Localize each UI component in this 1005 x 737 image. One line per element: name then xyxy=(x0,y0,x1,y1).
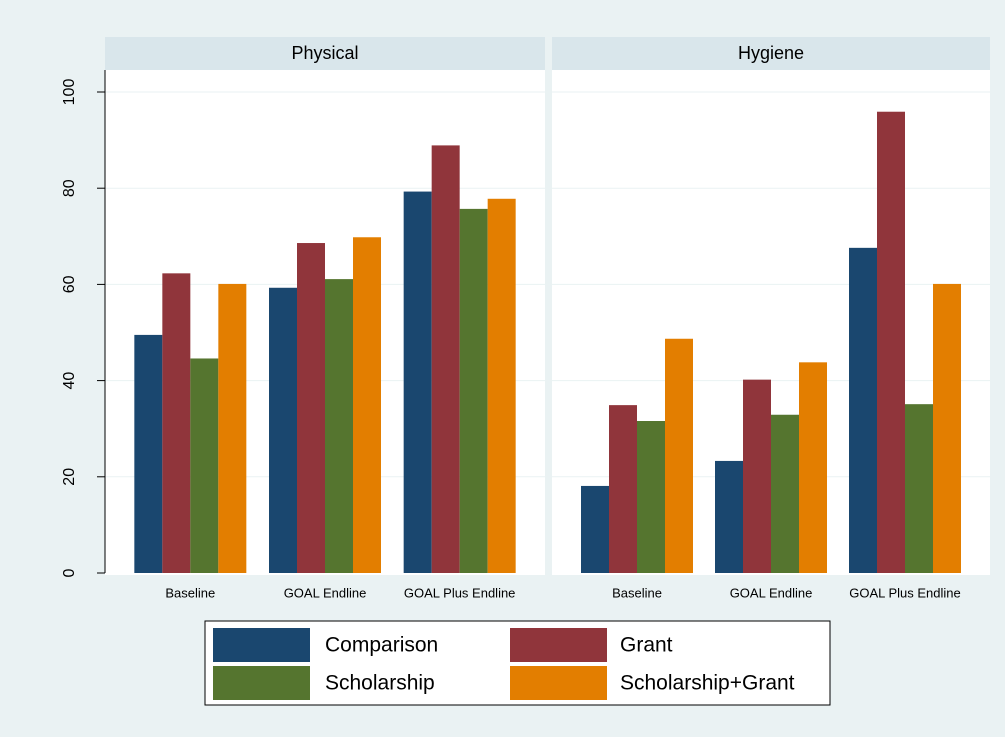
panel-header xyxy=(105,37,545,70)
panel-title: Hygiene xyxy=(738,43,804,63)
bar xyxy=(637,421,665,573)
bar xyxy=(715,460,743,573)
bar xyxy=(162,273,191,573)
bar xyxy=(665,338,693,573)
panel-title: Physical xyxy=(291,43,358,63)
bar xyxy=(877,111,905,573)
y-tick-label: 40 xyxy=(61,372,78,390)
y-tick-label: 60 xyxy=(61,275,78,293)
legend-swatch xyxy=(510,628,607,662)
bar xyxy=(218,283,247,573)
y-tick-label: 100 xyxy=(61,79,78,106)
y-tick-label: 20 xyxy=(61,468,78,486)
x-tick-label: GOAL Endline xyxy=(284,585,367,600)
bar xyxy=(609,405,637,573)
bar xyxy=(190,358,219,573)
bar xyxy=(849,247,877,573)
y-tick-label: 0 xyxy=(61,568,78,577)
legend-swatch xyxy=(510,666,607,700)
bar xyxy=(771,414,799,573)
legend-label: Comparison xyxy=(325,634,438,657)
x-tick-label: GOAL Plus Endline xyxy=(404,585,516,600)
bar xyxy=(905,404,933,573)
x-tick-label: GOAL Endline xyxy=(730,585,813,600)
bar xyxy=(459,208,488,573)
bar xyxy=(403,191,432,573)
legend-label: Scholarship+Grant xyxy=(620,672,795,695)
legend-swatch xyxy=(213,666,310,700)
legend-swatch xyxy=(213,628,310,662)
bar xyxy=(743,379,771,573)
bar xyxy=(297,243,325,573)
bar xyxy=(269,287,297,573)
legend-label: Scholarship xyxy=(325,672,435,695)
x-tick-label: GOAL Plus Endline xyxy=(849,585,961,600)
bar xyxy=(325,279,353,573)
bar xyxy=(431,145,460,574)
x-tick-label: Baseline xyxy=(612,585,662,600)
bar xyxy=(581,485,609,573)
legend-label: Grant xyxy=(620,634,673,657)
bar xyxy=(933,283,961,573)
panel-header xyxy=(552,37,990,70)
bar xyxy=(353,237,381,573)
y-tick-label: 80 xyxy=(61,179,78,197)
bar xyxy=(134,334,163,573)
x-tick-label: Baseline xyxy=(165,585,215,600)
bar xyxy=(799,362,827,573)
bar xyxy=(487,198,516,574)
